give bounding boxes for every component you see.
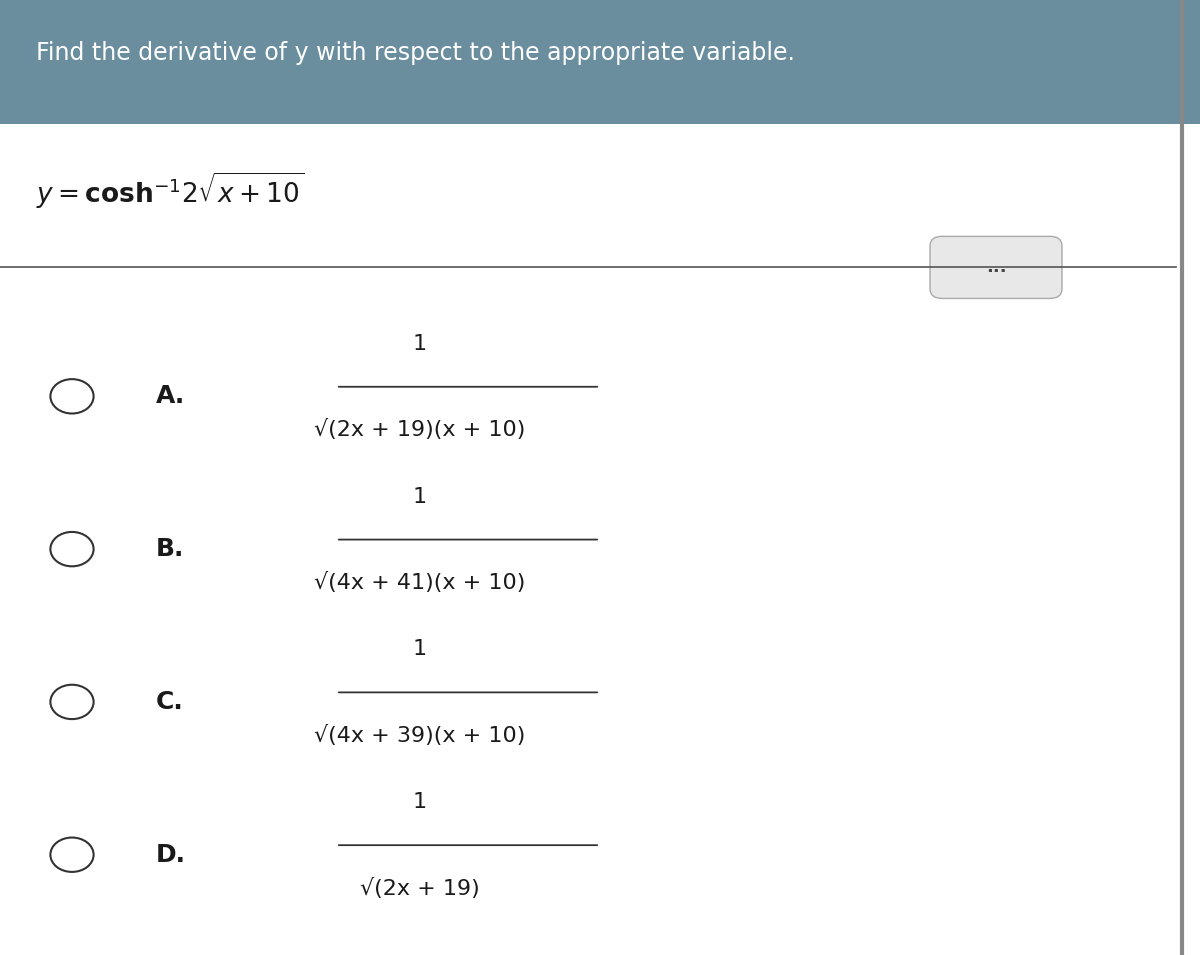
FancyBboxPatch shape <box>0 0 1200 124</box>
Text: √(4x + 39)(x + 10): √(4x + 39)(x + 10) <box>314 725 526 746</box>
Text: 1: 1 <box>413 793 427 812</box>
Text: 1: 1 <box>413 334 427 353</box>
Text: Find the derivative of y with respect to the appropriate variable.: Find the derivative of y with respect to… <box>36 40 794 65</box>
Text: A.: A. <box>156 384 185 409</box>
Text: $y = \mathbf{cosh}^{-1}2\sqrt{x+10}$: $y = \mathbf{cosh}^{-1}2\sqrt{x+10}$ <box>36 171 304 211</box>
Text: D.: D. <box>156 842 186 867</box>
Text: √(2x + 19)(x + 10): √(2x + 19)(x + 10) <box>314 419 526 440</box>
Text: 1: 1 <box>413 487 427 506</box>
Text: C.: C. <box>156 690 184 714</box>
Text: B.: B. <box>156 537 185 562</box>
FancyBboxPatch shape <box>930 237 1062 298</box>
Text: √(4x + 41)(x + 10): √(4x + 41)(x + 10) <box>314 572 526 593</box>
Text: 1: 1 <box>413 640 427 659</box>
Text: √(2x + 19): √(2x + 19) <box>360 878 480 899</box>
FancyBboxPatch shape <box>0 124 1200 955</box>
Text: ...: ... <box>985 259 1007 276</box>
